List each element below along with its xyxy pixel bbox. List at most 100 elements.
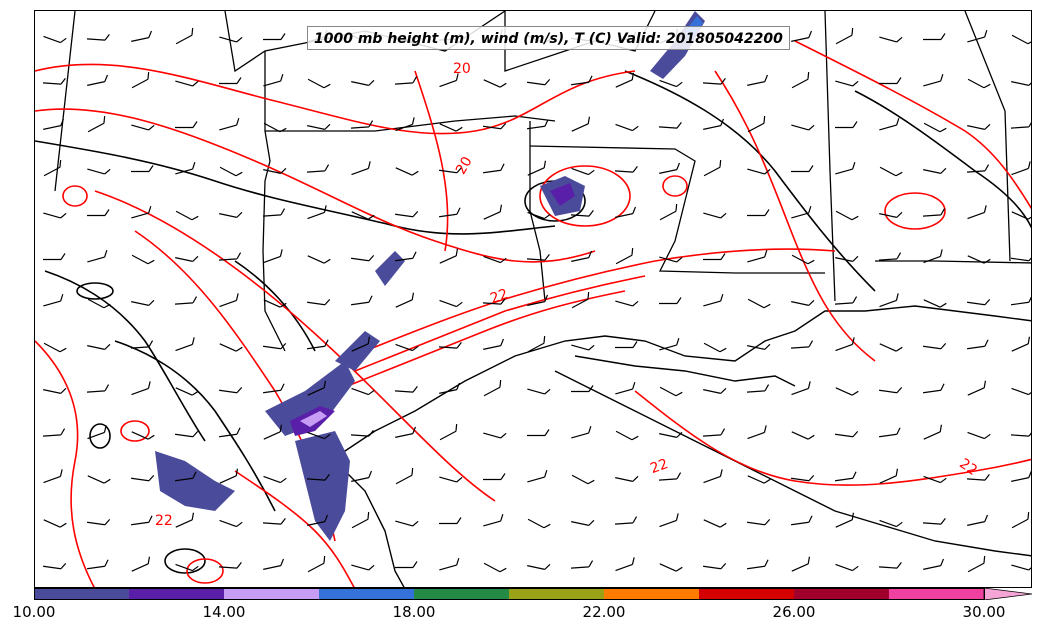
wind-barb — [219, 77, 242, 85]
wind-barb — [879, 166, 903, 177]
wind-barb — [394, 76, 418, 85]
wind-barb — [395, 520, 419, 527]
wind-barb — [439, 382, 461, 394]
boundary-line — [54, 11, 76, 192]
height-contours — [35, 70, 1031, 574]
wind-barb — [835, 512, 855, 528]
wind-barb — [439, 166, 463, 174]
wind-barb — [703, 212, 727, 219]
wind-barb — [967, 556, 986, 573]
wind-barb — [923, 73, 944, 87]
wind-barb — [483, 122, 507, 130]
wind-barb — [747, 249, 768, 263]
wind-barb — [1010, 120, 1031, 129]
wind-barb — [395, 251, 417, 262]
wind-barb — [571, 250, 593, 262]
wind-barb — [658, 122, 682, 129]
wind-barb — [703, 253, 726, 261]
wind-barb — [43, 342, 67, 353]
wind-barb — [43, 293, 64, 307]
contour-label: 22 — [488, 286, 510, 307]
wind-barb — [131, 254, 155, 265]
wind-barb — [307, 255, 331, 264]
wind-barb — [483, 163, 505, 174]
wind-barb — [439, 557, 460, 571]
wind-barb — [835, 161, 856, 175]
wind-barb — [483, 473, 506, 481]
wind-barb — [703, 342, 727, 353]
wind-barb — [527, 294, 549, 306]
wind-barb — [350, 430, 374, 437]
wind-barb — [923, 342, 947, 350]
wind-barb — [879, 519, 903, 528]
wind-barb — [527, 469, 548, 483]
wind-barb — [439, 73, 459, 88]
wind-barb — [351, 254, 375, 262]
colorbar-extend-arrow — [983, 588, 1032, 600]
wind-barb — [306, 164, 330, 173]
colorbar-tick-label: 22.00 — [582, 603, 626, 621]
wind-barb — [615, 300, 639, 307]
wind-barb — [746, 384, 770, 393]
wind-barb — [967, 205, 987, 220]
wind-barb — [351, 387, 375, 396]
wind-barb — [527, 211, 551, 220]
wind-barb — [263, 383, 285, 394]
wind-barb — [131, 165, 154, 173]
wind-barb — [439, 517, 462, 525]
wind-barb — [615, 206, 637, 218]
wind-barb — [395, 468, 414, 485]
wind-barb — [571, 116, 591, 132]
wind-barb — [835, 80, 859, 87]
wind-barb — [87, 74, 109, 86]
wind-barb — [659, 297, 682, 305]
wind-barb — [923, 249, 943, 264]
wind-barb — [263, 299, 287, 308]
wind-barb — [351, 336, 371, 352]
wind-barb — [747, 168, 771, 175]
wind-barb — [615, 430, 639, 441]
wind-barb — [967, 514, 989, 526]
wind-barb — [307, 514, 329, 526]
wind-barb — [659, 162, 681, 174]
wind-barb — [571, 425, 592, 439]
wind-barb — [923, 424, 943, 440]
wind-barb — [659, 337, 680, 351]
wind-barb — [175, 28, 194, 45]
wind-barb — [527, 78, 551, 86]
wind-barb — [439, 476, 463, 483]
contour-label: 22 — [155, 513, 173, 529]
wind-barb — [747, 425, 767, 440]
contour-label: 22 — [956, 456, 980, 479]
contour-label: 22 — [648, 456, 670, 477]
wind-barb — [43, 118, 65, 130]
wind-barb — [923, 33, 946, 41]
wind-barb — [395, 426, 417, 438]
wind-barb — [922, 208, 946, 217]
wind-barb — [923, 167, 947, 174]
wind-barb — [966, 474, 990, 481]
boundary-line — [529, 145, 825, 274]
wind-barb — [835, 430, 859, 438]
colorbar-bin — [794, 588, 889, 600]
wind-barb — [1011, 161, 1031, 176]
wind-barb — [87, 518, 111, 526]
wind-barb — [307, 123, 331, 130]
wind-barb — [747, 298, 771, 309]
wind-barb — [483, 380, 502, 397]
wind-barb — [967, 29, 988, 43]
boundary-line — [529, 121, 546, 302]
wind-barb — [43, 469, 63, 484]
wind-barb — [1011, 34, 1031, 45]
wind-barb — [791, 556, 811, 572]
wind-barb — [175, 210, 199, 221]
wind-barb — [439, 207, 461, 218]
wind-barb — [175, 563, 199, 572]
wind-barb — [615, 475, 639, 482]
wind-barb — [527, 388, 551, 395]
wind-barb — [219, 36, 243, 43]
wind-barb — [614, 516, 638, 525]
wind-barb — [87, 116, 106, 133]
wind-barb — [175, 80, 199, 87]
colorbar-tick-label: 14.00 — [202, 603, 246, 621]
